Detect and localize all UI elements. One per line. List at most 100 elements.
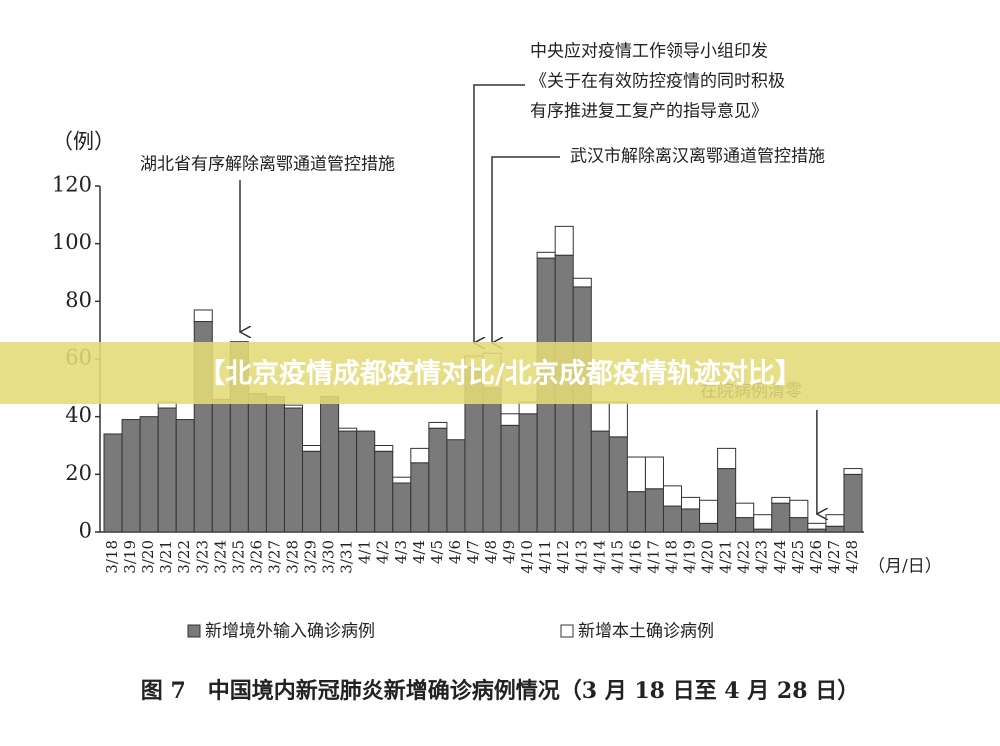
bar-segment [356, 430, 376, 533]
bar-segment [843, 468, 863, 475]
bar-segment [338, 430, 358, 533]
bar-segment [717, 447, 737, 470]
x-axis-label: （月/日） [868, 557, 942, 577]
bar-segment [807, 522, 827, 530]
bar-segment [825, 514, 845, 527]
x-tick-label: 4/13 [572, 540, 590, 574]
bar-segment [283, 407, 304, 533]
x-tick-label: 4/28 [843, 540, 861, 574]
bar-segment [789, 499, 809, 519]
legend-label: 新增境外输入确诊病例 [205, 622, 375, 642]
bar-segment [302, 450, 322, 533]
bar-segment [590, 401, 610, 432]
bar-segment [139, 416, 159, 533]
annotation: 《关于在有效防控疫情的同时积极 [530, 72, 785, 92]
x-tick-label: 3/24 [211, 540, 229, 574]
y-tick-label: 40 [65, 403, 92, 427]
bar-segment [572, 277, 592, 288]
bar-segment [392, 476, 412, 484]
x-tick-label: 4/25 [789, 540, 807, 574]
x-tick-label: 4/18 [663, 540, 681, 574]
x-tick-label: 4/5 [428, 540, 446, 564]
bar-segment [157, 407, 177, 533]
x-tick-label: 4/8 [482, 540, 500, 564]
bar-segment [410, 462, 430, 533]
bar-segment [771, 502, 791, 533]
x-tick-label: 3/20 [139, 540, 157, 574]
legend-swatch [187, 624, 201, 638]
y-tick-label: 0 [79, 519, 92, 543]
x-tick-label: 3/25 [229, 540, 247, 574]
bar-segment [428, 427, 448, 533]
bar-segment [662, 485, 683, 507]
bar-segment [626, 456, 646, 493]
bar-segment [500, 413, 520, 426]
bar-segment [771, 496, 791, 504]
x-tick-label: 4/9 [500, 540, 518, 564]
x-tick-label: 3/31 [338, 540, 356, 574]
bar-segment [699, 522, 719, 533]
x-tick-label: 3/28 [284, 540, 302, 574]
bar-segment [338, 427, 358, 432]
bar-segment [554, 225, 574, 256]
bar-segment [644, 456, 664, 490]
x-tick-label: 4/7 [464, 540, 482, 564]
x-tick-label: 4/1 [356, 540, 374, 564]
x-tick-label: 4/10 [518, 540, 536, 574]
x-tick-label: 4/16 [626, 540, 644, 574]
x-tick-label: 3/23 [193, 540, 211, 574]
x-tick-label: 3/22 [175, 540, 193, 574]
x-tick-label: 3/19 [121, 540, 139, 574]
annotation: 湖北省有序解除离鄂通道管控措施 [140, 155, 395, 175]
x-tick-label: 4/24 [771, 540, 789, 574]
x-tick-label: 4/19 [681, 540, 699, 574]
bar-segment [608, 401, 628, 438]
x-tick-label: 4/2 [374, 540, 392, 564]
bar-segment [789, 517, 809, 533]
bar-segment [283, 404, 304, 409]
x-tick-label: 3/26 [247, 540, 265, 574]
x-tick-label: 4/11 [536, 540, 554, 574]
bar-segment [608, 436, 628, 533]
bar-segment [175, 419, 195, 533]
bar-segment [247, 393, 267, 533]
bar-segment [446, 439, 466, 533]
banner [0, 342, 1000, 404]
bar-segment [753, 514, 773, 530]
annotation-arrow [492, 156, 560, 343]
bar-segment [374, 445, 394, 452]
annotation-arrow [474, 84, 525, 343]
legend-label: 新增本土确诊病例 [578, 622, 714, 642]
bar-segment [428, 421, 448, 429]
x-tick-label: 4/27 [825, 540, 843, 574]
bar-segment [644, 488, 664, 533]
x-tick-label: 3/27 [265, 540, 283, 574]
x-tick-label: 3/18 [103, 540, 121, 574]
x-tick-label: 4/17 [644, 540, 662, 574]
banner-text: 【北京疫情成都疫情对比/北京成都疫情轨迹对比】 [198, 358, 802, 390]
bar-segment [374, 450, 394, 533]
bar-segment [536, 251, 556, 259]
y-axis-label: （例） [52, 130, 115, 154]
x-tick-label: 3/29 [302, 540, 320, 574]
x-tick-label: 4/14 [590, 540, 608, 574]
annotation: 有序推进复工复产的指导意见》 [530, 102, 768, 122]
bar-segment [825, 525, 845, 533]
bar-segment [843, 473, 863, 533]
bar-segment [410, 447, 430, 464]
bar-segment [211, 398, 231, 533]
bar-segment [681, 508, 701, 533]
x-tick-label: 4/21 [717, 540, 735, 574]
bar-segment [103, 433, 123, 533]
x-tick-label: 4/6 [446, 540, 464, 564]
bar-segment [662, 505, 683, 533]
bar-segment [265, 395, 285, 533]
caption: 图 7 中国境内新冠肺炎新增确诊病例情况（3 月 18 日至 4 月 28 日） [141, 678, 859, 704]
bar-segment [572, 286, 592, 533]
bar-segment [193, 309, 213, 323]
bar-segment [699, 499, 719, 524]
bar-segment [681, 496, 701, 510]
annotation: 武汉市解除离汉离鄂通道管控措施 [570, 147, 825, 167]
bar-segment [482, 387, 502, 533]
bar-segment [518, 413, 538, 533]
